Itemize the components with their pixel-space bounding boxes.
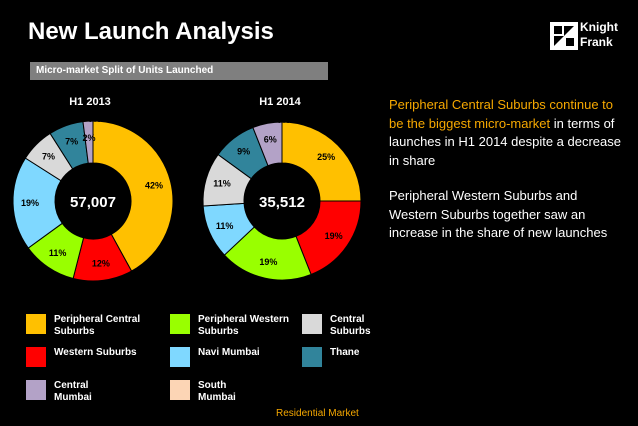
legend-label: Peripheral Central Suburbs (54, 314, 141, 337)
chart-title-h1-2014: H1 2014 (259, 96, 301, 108)
logo-line-2: Frank (580, 35, 613, 49)
legend-swatch (170, 314, 190, 334)
slice-label-1-south-mumbai: 0% (277, 115, 290, 125)
slice-label-0-thane: 7% (65, 137, 78, 147)
legend-swatch (302, 347, 322, 367)
legend-swatch (26, 347, 46, 367)
insight-text: in terms of launches in H1 2014 despite … (389, 115, 621, 168)
slice-label-1-peripheral-western-suburbs: 19% (259, 257, 277, 267)
slice-label-0-navi-mumbai: 19% (21, 198, 39, 208)
subtitle: Micro-market Split of Units Launched (36, 65, 214, 76)
legend-label: Central Mumbai (54, 380, 92, 403)
subtitle-bar: Micro-market Split of Units Launched (30, 62, 328, 80)
legend-label: Navi Mumbai (198, 347, 260, 358)
insight-paragraph-1: Peripheral Central Suburbs continue to b… (389, 96, 629, 170)
legend-label: Central Suburbs (330, 314, 371, 337)
legend-item-central-mumbai: Central Mumbai (26, 380, 114, 404)
slice-label-0-south-mumbai: 0% (88, 114, 101, 124)
slice-label-1-western-suburbs: 19% (325, 231, 343, 241)
chart-title-h1-2013: H1 2013 (69, 96, 111, 108)
legend-label: Peripheral Western Suburbs (198, 314, 289, 337)
legend-item-peripheral-western-suburbs: Peripheral Western Suburbs (170, 314, 298, 338)
insight-paragraph-2: Peripheral Western Suburbs and Western S… (389, 188, 608, 240)
knight-frank-logo: Knight Frank (550, 20, 622, 52)
footer-label: Residential Market (276, 408, 359, 419)
legend-swatch (26, 314, 46, 334)
legend-item-western-suburbs: Western Suburbs (26, 347, 154, 367)
slice-label-1-peripheral-central-suburbs: 25% (317, 152, 335, 162)
legend-label: South Mumbai (198, 380, 236, 403)
slice-label-1-thane: 9% (237, 147, 250, 157)
page-title: New Launch Analysis (28, 18, 274, 45)
legend-item-central-suburbs: Central Suburbs (302, 314, 390, 338)
donut-hole-1 (244, 163, 320, 239)
legend-item-peripheral-central-suburbs: Peripheral Central Suburbs (26, 314, 154, 338)
legend-item-thane: Thane (302, 347, 430, 367)
center-total-1: 35,512 (259, 194, 305, 211)
slice-label-1-central-mumbai: 6% (264, 135, 277, 145)
legend-item-south-mumbai: South Mumbai (170, 380, 258, 404)
legend-item-navi-mumbai: Navi Mumbai (170, 347, 298, 367)
slice-label-1-central-suburbs: 11% (213, 179, 231, 189)
donut-hole-0 (55, 163, 131, 239)
legend-swatch (26, 380, 46, 400)
slice-label-0-western-suburbs: 12% (92, 259, 110, 269)
legend-label: Western Suburbs (54, 347, 137, 358)
legend-label: Thane (330, 347, 360, 358)
insight-highlight: Peripheral Central Suburbs continue to b… (389, 97, 614, 131)
legend-swatch (170, 380, 190, 400)
slice-label-0-peripheral-central-suburbs: 42% (145, 180, 163, 190)
center-total-0: 57,007 (70, 194, 116, 211)
legend-swatch (302, 314, 322, 334)
slice-label-0-central-suburbs: 7% (42, 151, 55, 161)
slice-label-0-peripheral-western-suburbs: 11% (49, 248, 67, 258)
slice-label-0-central-mumbai: 2% (83, 133, 96, 143)
knight-frank-mark-icon (550, 22, 578, 50)
legend-swatch (170, 347, 190, 367)
slice-label-1-navi-mumbai: 11% (216, 221, 234, 231)
logo-line-1: Knight (580, 20, 618, 34)
